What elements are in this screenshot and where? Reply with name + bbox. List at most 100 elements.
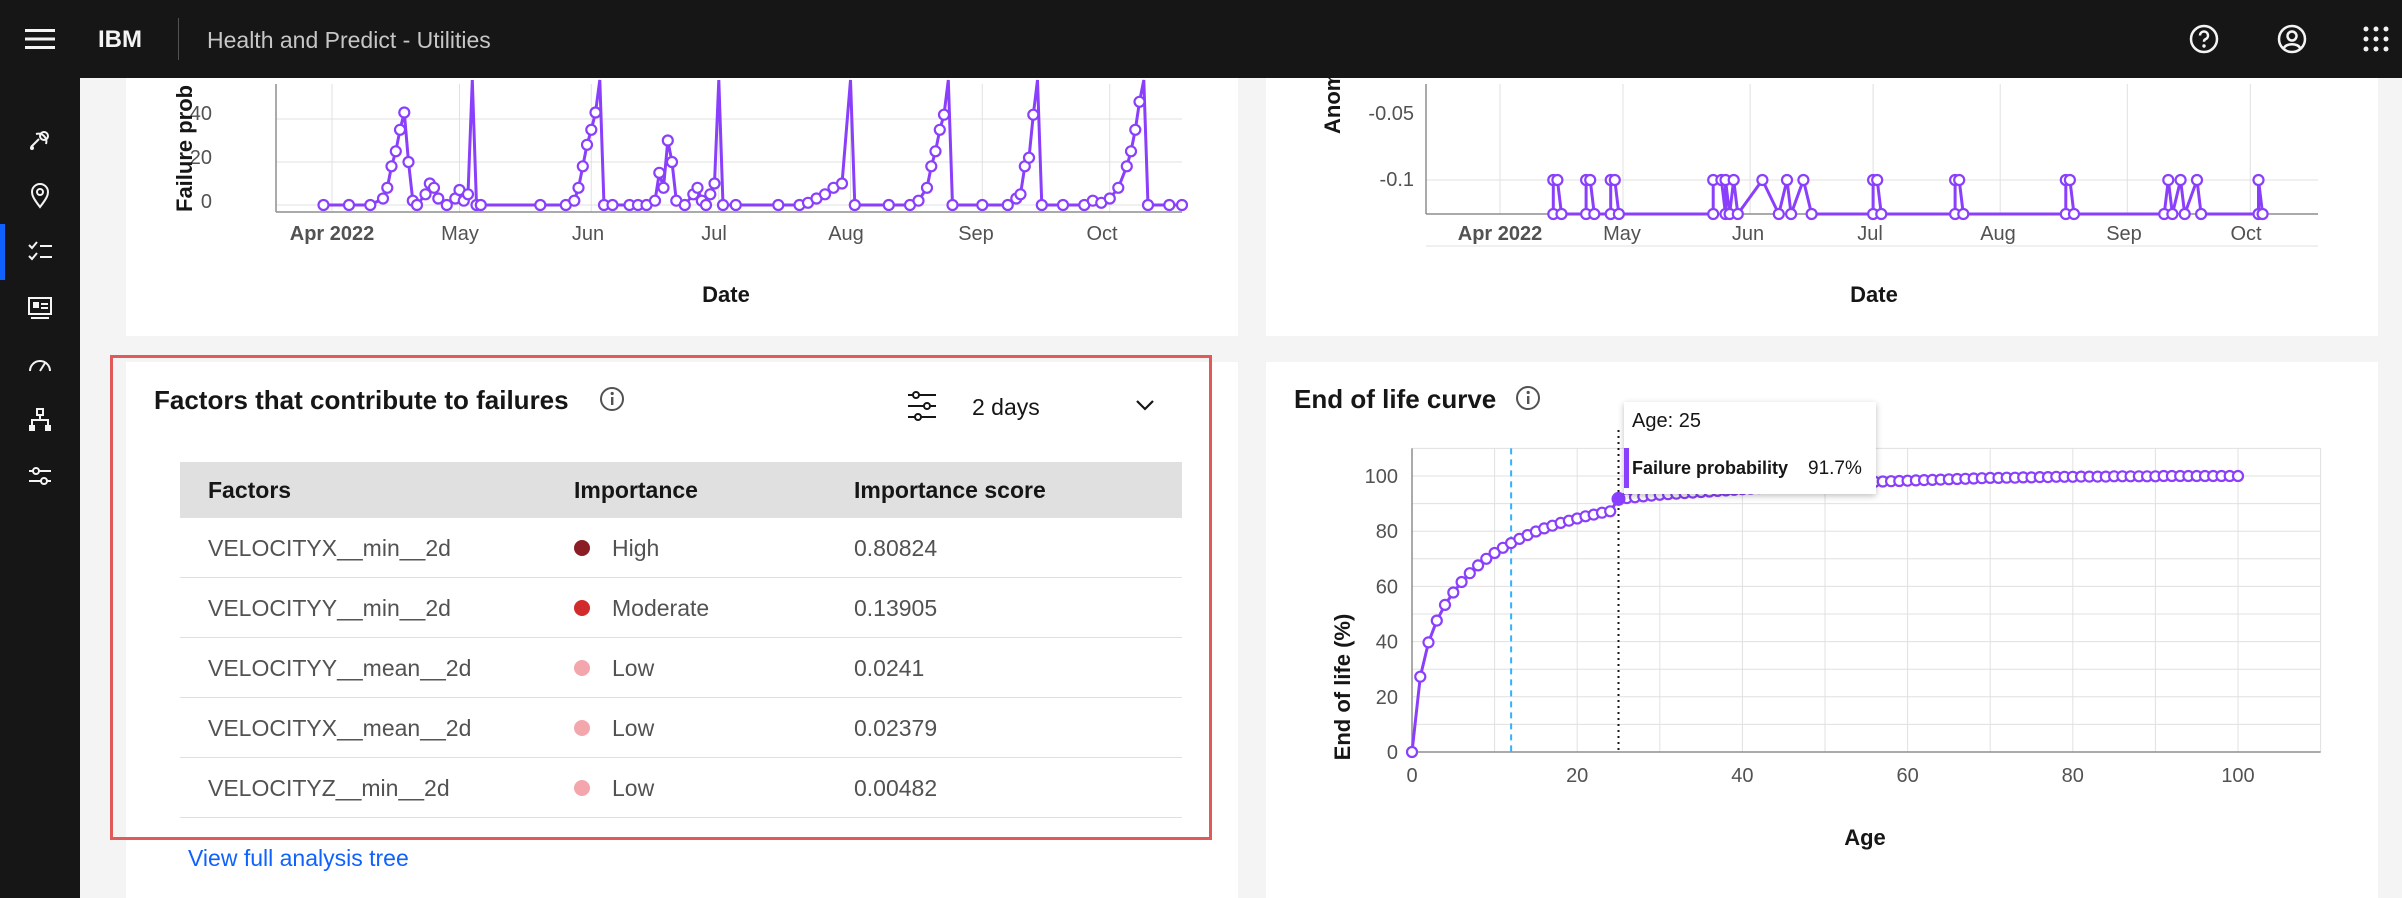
filter-settings-icon — [908, 391, 936, 421]
sidebar-item-monitoring[interactable] — [0, 112, 80, 168]
info-button[interactable] — [598, 385, 626, 413]
data-point — [1112, 181, 1125, 194]
table-row: VELOCITYY__mean__2d Low 0.0241 — [180, 638, 1182, 698]
data-point — [393, 123, 407, 136]
user-profile-button[interactable] — [2268, 15, 2316, 63]
data-point — [474, 198, 487, 212]
data-point — [2162, 173, 2175, 187]
data-point — [929, 145, 942, 158]
data-point — [1163, 198, 1176, 212]
importance-score: 0.13905 — [854, 594, 938, 621]
sidebar-item-settings[interactable] — [0, 448, 80, 504]
importance-dot — [574, 780, 590, 796]
data-point — [1551, 173, 1564, 187]
x-tick-label: 100 — [2221, 765, 2254, 787]
data-point — [419, 188, 432, 201]
highlighted-data-point[interactable] — [1611, 491, 1626, 506]
importance-score: 0.0241 — [854, 654, 925, 681]
data-point — [665, 155, 679, 169]
x-tick-label: Sep — [2106, 223, 2142, 245]
data-point — [1022, 151, 1036, 164]
y-axis-label: End of life (%) — [1330, 614, 1355, 761]
data-point — [933, 123, 946, 136]
x-axis-label: Age — [1844, 825, 1886, 850]
sidebar-item-health[interactable] — [0, 224, 80, 280]
data-point — [1056, 198, 1070, 212]
data-point — [1124, 145, 1138, 158]
data-point — [1584, 173, 1597, 187]
x-tick-label: Apr 2022 — [290, 223, 375, 245]
data-point — [1472, 559, 1485, 572]
chart-line-group — [323, 79, 1182, 208]
data-point — [848, 198, 861, 212]
data-point — [946, 198, 959, 212]
x-tick-label: 60 — [1896, 765, 1918, 787]
y-tick-label: -0.05 — [1368, 103, 1414, 125]
data-point — [653, 166, 666, 179]
data-point — [410, 198, 424, 212]
data-point — [568, 194, 581, 207]
app-grid-icon — [2363, 26, 2389, 52]
column-header-score[interactable]: Importance score — [854, 476, 1046, 503]
app-title[interactable]: Health and Predict - Utilities — [207, 27, 491, 53]
dashboard-icon — [28, 297, 52, 319]
anomaly-score-chart: -0.05 -0.1 Anom Apr 2022 May Jun Jul Aug… — [1320, 78, 2318, 307]
column-header-factors[interactable]: Factors — [208, 476, 292, 503]
data-point — [381, 181, 394, 194]
help-button[interactable] — [2180, 15, 2228, 63]
data-point — [376, 192, 390, 205]
data-point — [1175, 198, 1189, 212]
data-point — [708, 177, 721, 190]
data-point — [1784, 207, 1798, 221]
table-row: VELOCITYY__min__2d Moderate 0.13905 — [180, 578, 1182, 638]
checklist-icon — [28, 241, 52, 261]
data-point — [461, 188, 475, 201]
app-switcher-button[interactable] — [2352, 15, 2400, 63]
data-point — [1422, 636, 1435, 649]
data-point — [835, 177, 849, 190]
data-point — [691, 181, 704, 194]
sidebar-item-dashboard[interactable] — [0, 280, 80, 336]
data-point — [1438, 598, 1452, 611]
period-dropdown[interactable]: 2 days — [898, 382, 1188, 430]
info-button[interactable] — [1514, 384, 1542, 412]
y-tick-label: 100 — [1365, 466, 1398, 488]
data-point — [1875, 207, 1888, 221]
data-point — [1604, 505, 1617, 518]
x-axis-label: Date — [702, 282, 750, 307]
data-point — [1488, 546, 1501, 560]
importance-label: Low — [612, 774, 655, 801]
sidebar-item-performance[interactable] — [0, 336, 80, 392]
data-point — [1612, 207, 1625, 221]
importance-score: 0.00482 — [854, 774, 938, 801]
chart-grid — [1425, 84, 2318, 247]
x-tick-label: 40 — [1731, 765, 1753, 787]
data-point — [925, 160, 938, 173]
data-point — [1756, 173, 1769, 187]
data-point — [1447, 586, 1460, 599]
brand-name[interactable]: IBM — [98, 26, 142, 53]
sidebar-item-hierarchy[interactable] — [0, 392, 80, 448]
x-tick-label: Apr 2022 — [1458, 223, 1543, 245]
data-point — [1014, 188, 1027, 201]
data-point — [1727, 173, 1740, 187]
column-header-importance[interactable]: Importance — [574, 476, 698, 503]
data-point — [1480, 552, 1493, 565]
data-point — [818, 188, 832, 201]
tooltip-value: 91.7% — [1808, 458, 1862, 479]
importance-label: Low — [612, 714, 655, 741]
anomaly-score-card: -0.05 -0.1 Anom Apr 2022 May Jun Jul Aug… — [1266, 78, 2378, 336]
data-point — [1797, 173, 1810, 187]
data-point — [440, 198, 453, 212]
data-point — [1430, 614, 1443, 627]
view-full-analysis-link[interactable]: View full analysis tree — [188, 845, 409, 871]
hamburger-menu-button[interactable] — [0, 0, 80, 78]
data-point — [534, 198, 547, 212]
data-point — [2178, 207, 2191, 221]
sidebar-item-locations[interactable] — [0, 168, 80, 224]
importance-label: Moderate — [612, 594, 710, 621]
info-icon — [600, 387, 624, 411]
factor-name: VELOCITYZ__min__2d — [208, 774, 450, 801]
y-tick-label: 40 — [190, 103, 212, 125]
x-tick-label: 0 — [1406, 765, 1417, 787]
